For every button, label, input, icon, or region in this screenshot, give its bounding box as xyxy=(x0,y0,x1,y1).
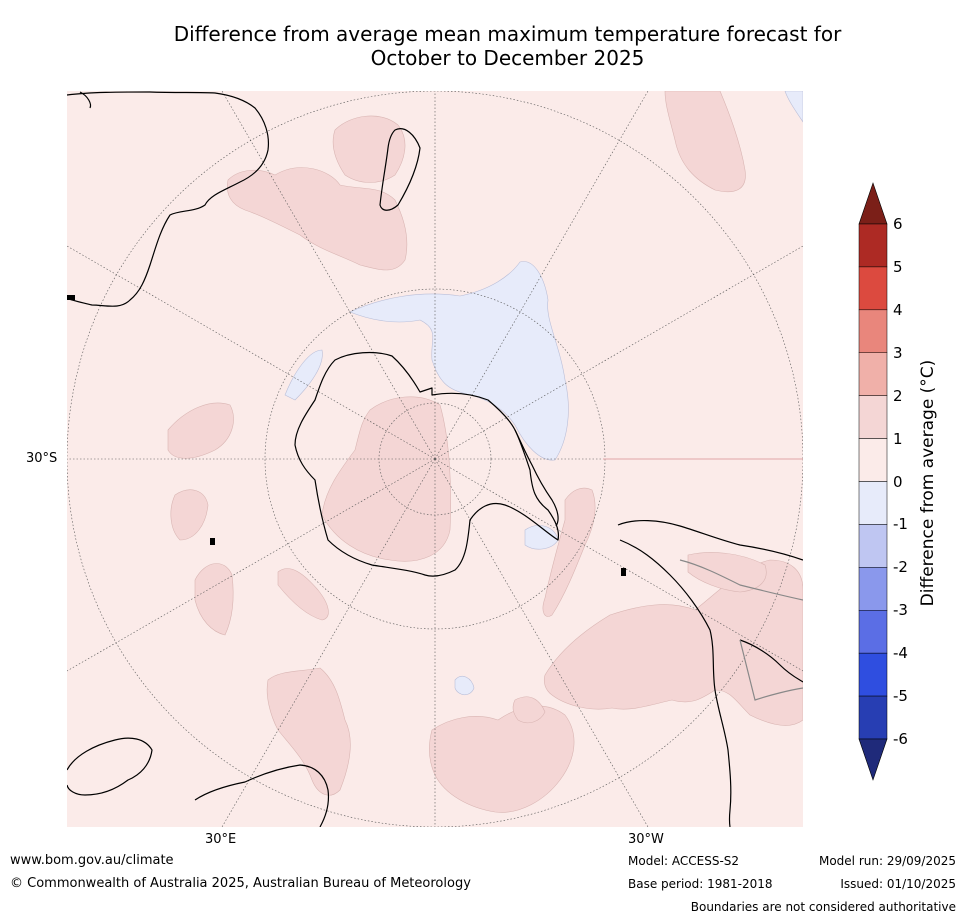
anomaly-region-above-sa-southwest xyxy=(512,696,546,724)
chart-title: Difference from average mean maximum tem… xyxy=(60,22,955,70)
colorbar-label: Difference from average (°C) xyxy=(918,359,938,607)
anomaly-region-above-indian-2 xyxy=(170,489,209,541)
anomaly-region-below-small-3 xyxy=(454,676,475,696)
colorbar-tick-label: 2 xyxy=(893,386,903,405)
country-borders xyxy=(679,559,803,701)
colorbar-tick-label: -3 xyxy=(893,601,908,620)
colorbar-bin xyxy=(858,481,888,525)
colorbar-tick-label: -4 xyxy=(893,644,908,663)
colorbar-bin xyxy=(858,524,888,568)
island-falklands xyxy=(621,568,626,576)
colorbar-tick-label: -6 xyxy=(893,730,908,748)
coast-antarctic-peninsula xyxy=(514,429,559,527)
meridian xyxy=(221,458,436,827)
colorbar-bin xyxy=(858,395,888,439)
colorbar-tick-label: 5 xyxy=(893,257,903,276)
base-period: Base period: 1981-2018 xyxy=(628,877,773,891)
model-name: Model: ACCESS-S2 xyxy=(628,854,740,868)
anomaly-region-below-weddell xyxy=(349,261,569,461)
coastlines xyxy=(67,91,803,827)
coast-madagascar xyxy=(379,128,421,211)
colorbar-bin xyxy=(858,438,888,482)
colorbar-bin xyxy=(858,695,888,740)
anomaly-region-above-antarctica xyxy=(321,396,451,562)
colorbar-under-triangle xyxy=(858,738,888,781)
coast-new-zealand xyxy=(194,764,330,827)
title-line-2: October to December 2025 xyxy=(370,46,645,70)
anomaly-region-above-indian-1 xyxy=(167,402,234,459)
issued-date: Issued: 01/10/2025 xyxy=(840,877,956,891)
anomaly-region-below-corner xyxy=(784,91,803,123)
meridian xyxy=(67,458,436,672)
colorbar-over-triangle xyxy=(858,182,888,225)
colorbar-tick-label: 1 xyxy=(893,429,903,448)
island-kerguelen xyxy=(210,538,215,545)
colorbar-tick-label: 3 xyxy=(893,343,903,362)
anomaly-region-below-small-2 xyxy=(284,349,323,401)
colorbar-tick-label: 6 xyxy=(893,215,903,233)
coast-sa-east xyxy=(739,639,803,683)
coast-australia xyxy=(67,737,153,796)
disclaimer: Boundaries are not considered authoritat… xyxy=(690,900,956,914)
colorbar-bin xyxy=(858,652,888,697)
colorbar-bin xyxy=(858,223,888,268)
title-line-1: Difference from average mean maximum tem… xyxy=(173,22,842,46)
anomaly-region-above-south-indian xyxy=(266,667,351,796)
anomaly-region-above-drake xyxy=(542,487,596,617)
anomaly-region-above-africa-north xyxy=(227,167,408,271)
colorbar-bin xyxy=(858,266,888,311)
colorbar-bin xyxy=(858,352,888,396)
meridian xyxy=(434,458,803,672)
anomaly-region-above-south-america xyxy=(543,559,803,726)
anomaly-region-above-indian-4 xyxy=(277,568,329,621)
coast-africa xyxy=(67,91,270,307)
colorbar-tick-label: 0 xyxy=(893,472,903,491)
longitude-label-30w: 30°W xyxy=(628,832,664,847)
model-run-date: Model run: 29/09/2025 xyxy=(818,854,956,868)
anomaly-region-above-ne xyxy=(664,91,746,193)
copyright-text: © Commonwealth of Australia 2025, Austra… xyxy=(10,876,471,891)
island-fragment xyxy=(67,295,75,300)
meridian xyxy=(221,91,436,460)
anomaly-region-above-indian-3 xyxy=(194,563,234,636)
coast-antarctica xyxy=(294,351,560,577)
border-south-america xyxy=(679,559,803,701)
map-panel xyxy=(67,91,803,827)
anomaly-region-above-south-amer-east xyxy=(687,552,767,593)
colorbar-bin xyxy=(858,610,888,654)
longitude-label-30e: 30°E xyxy=(205,832,237,847)
colorbar xyxy=(858,182,888,781)
colorbar-tick-label: -2 xyxy=(893,558,908,577)
colorbar-bin xyxy=(858,309,888,354)
small-islands xyxy=(67,295,626,576)
colorbar-bin xyxy=(858,567,888,611)
coast-arabia-fragment xyxy=(79,91,92,109)
website-link[interactable]: www.bom.gov.au/climate xyxy=(10,853,174,868)
colorbar-tick-label: -1 xyxy=(893,515,908,534)
coast-south-america xyxy=(617,519,803,827)
colorbar-tick-label: -5 xyxy=(893,687,908,706)
colorbar-tick-label: 4 xyxy=(893,300,903,319)
colorbar-bins xyxy=(858,223,888,740)
meridian xyxy=(67,245,436,460)
anomaly-region-above-south-atlantic xyxy=(332,115,406,183)
latitude-label-30s: 30°S xyxy=(26,451,58,466)
meridian xyxy=(434,91,649,460)
meridian xyxy=(434,245,803,460)
